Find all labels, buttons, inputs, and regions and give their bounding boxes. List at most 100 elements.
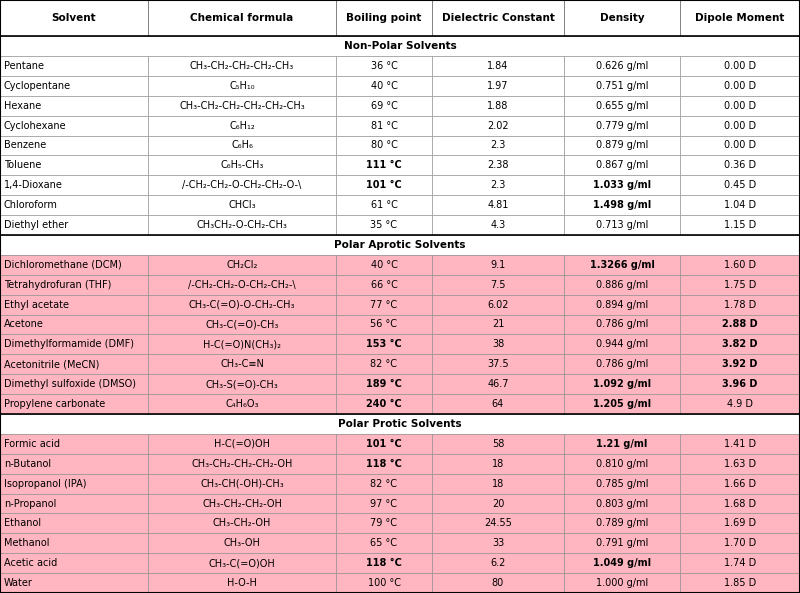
Text: 0.944 g/ml: 0.944 g/ml bbox=[596, 339, 648, 349]
Text: 69 °C: 69 °C bbox=[370, 101, 398, 111]
Bar bbox=[564, 355, 680, 374]
Text: 38: 38 bbox=[492, 339, 504, 349]
Text: 1.70 D: 1.70 D bbox=[724, 538, 756, 549]
Bar bbox=[432, 334, 564, 355]
Bar bbox=[336, 295, 432, 314]
Bar bbox=[148, 394, 336, 414]
Text: C₄H₆O₃: C₄H₆O₃ bbox=[226, 399, 258, 409]
Text: Polar Protic Solvents: Polar Protic Solvents bbox=[338, 419, 462, 429]
Text: 1.205 g/ml: 1.205 g/ml bbox=[593, 399, 651, 409]
Bar bbox=[148, 195, 336, 215]
Text: Tetrahydrofuran (THF): Tetrahydrofuran (THF) bbox=[4, 280, 111, 290]
Bar bbox=[336, 334, 432, 355]
Text: CH₃-CH₂-CH₂-CH₂-CH₂-CH₃: CH₃-CH₂-CH₂-CH₂-CH₂-CH₃ bbox=[179, 101, 305, 111]
Bar bbox=[564, 76, 680, 95]
Bar bbox=[148, 0, 336, 36]
Bar bbox=[564, 295, 680, 314]
Bar bbox=[336, 394, 432, 414]
Text: 0.36 D: 0.36 D bbox=[724, 160, 756, 170]
Text: Chloroform: Chloroform bbox=[4, 200, 58, 210]
Bar bbox=[336, 116, 432, 136]
Bar bbox=[564, 533, 680, 553]
Bar bbox=[680, 434, 800, 454]
Bar bbox=[680, 136, 800, 155]
Text: 1.69 D: 1.69 D bbox=[724, 518, 756, 528]
Bar bbox=[680, 95, 800, 116]
Text: Acetic acid: Acetic acid bbox=[4, 558, 58, 568]
Bar bbox=[336, 573, 432, 593]
Bar bbox=[680, 255, 800, 275]
Text: 4.9 D: 4.9 D bbox=[727, 399, 753, 409]
Text: /-CH₂-CH₂-O-CH₂-CH₂-\: /-CH₂-CH₂-O-CH₂-CH₂-\ bbox=[188, 280, 296, 290]
Bar bbox=[680, 56, 800, 76]
Text: CH₂Cl₂: CH₂Cl₂ bbox=[226, 260, 258, 270]
Text: 3.96 D: 3.96 D bbox=[722, 379, 758, 389]
Text: CH₃-C(=O)-O-CH₂-CH₃: CH₃-C(=O)-O-CH₂-CH₃ bbox=[189, 299, 295, 310]
Text: 0.00 D: 0.00 D bbox=[724, 61, 756, 71]
Text: CH₃-CH₂-OH: CH₃-CH₂-OH bbox=[213, 518, 271, 528]
Bar bbox=[432, 215, 564, 235]
Bar bbox=[564, 394, 680, 414]
Bar bbox=[432, 195, 564, 215]
Bar bbox=[336, 155, 432, 176]
Text: 0.779 g/ml: 0.779 g/ml bbox=[596, 120, 648, 130]
Text: 101 °C: 101 °C bbox=[366, 180, 402, 190]
Bar bbox=[564, 155, 680, 176]
Bar bbox=[148, 514, 336, 533]
Bar bbox=[680, 355, 800, 374]
Bar bbox=[564, 553, 680, 573]
Text: Ethyl acetate: Ethyl acetate bbox=[4, 299, 69, 310]
Bar bbox=[148, 155, 336, 176]
Text: 0.894 g/ml: 0.894 g/ml bbox=[596, 299, 648, 310]
Bar bbox=[0, 573, 148, 593]
Text: 0.789 g/ml: 0.789 g/ml bbox=[596, 518, 648, 528]
Text: Propylene carbonate: Propylene carbonate bbox=[4, 399, 106, 409]
Bar bbox=[0, 235, 800, 255]
Text: 1.15 D: 1.15 D bbox=[724, 220, 756, 230]
Bar bbox=[336, 76, 432, 95]
Bar bbox=[680, 116, 800, 136]
Bar bbox=[680, 155, 800, 176]
Bar bbox=[564, 454, 680, 474]
Bar bbox=[0, 95, 148, 116]
Text: 18: 18 bbox=[492, 479, 504, 489]
Text: 79 °C: 79 °C bbox=[370, 518, 398, 528]
Bar bbox=[564, 493, 680, 514]
Text: 2.88 D: 2.88 D bbox=[722, 320, 758, 330]
Bar bbox=[148, 136, 336, 155]
Text: CH₃-C≡N: CH₃-C≡N bbox=[220, 359, 264, 369]
Text: 0.00 D: 0.00 D bbox=[724, 81, 756, 91]
Text: Non-Polar Solvents: Non-Polar Solvents bbox=[344, 41, 456, 51]
Text: 6.02: 6.02 bbox=[487, 299, 509, 310]
Bar bbox=[680, 493, 800, 514]
Text: 80 °C: 80 °C bbox=[370, 141, 398, 151]
Text: Water: Water bbox=[4, 578, 33, 588]
Text: 1.21 g/ml: 1.21 g/ml bbox=[596, 439, 648, 449]
Bar bbox=[680, 275, 800, 295]
Bar bbox=[336, 553, 432, 573]
Bar bbox=[148, 355, 336, 374]
Bar bbox=[148, 334, 336, 355]
Bar bbox=[336, 195, 432, 215]
Text: 65 °C: 65 °C bbox=[370, 538, 398, 549]
Bar bbox=[336, 275, 432, 295]
Text: 0.886 g/ml: 0.886 g/ml bbox=[596, 280, 648, 290]
Bar bbox=[148, 573, 336, 593]
Bar bbox=[432, 533, 564, 553]
Text: 24.55: 24.55 bbox=[484, 518, 512, 528]
Text: C₆H₁₂: C₆H₁₂ bbox=[229, 120, 255, 130]
Text: 3.82 D: 3.82 D bbox=[722, 339, 758, 349]
Text: 0.810 g/ml: 0.810 g/ml bbox=[596, 459, 648, 469]
Bar bbox=[336, 314, 432, 334]
Bar bbox=[432, 314, 564, 334]
Text: CH₃-CH₂-CH₂-OH: CH₃-CH₂-CH₂-OH bbox=[202, 499, 282, 509]
Text: 1.000 g/ml: 1.000 g/ml bbox=[596, 578, 648, 588]
Bar bbox=[564, 434, 680, 454]
Text: 82 °C: 82 °C bbox=[370, 479, 398, 489]
Text: Formic acid: Formic acid bbox=[4, 439, 60, 449]
Text: 6.2: 6.2 bbox=[490, 558, 506, 568]
Text: 189 °C: 189 °C bbox=[366, 379, 402, 389]
Text: 240 °C: 240 °C bbox=[366, 399, 402, 409]
Text: 100 °C: 100 °C bbox=[367, 578, 401, 588]
Text: Pentane: Pentane bbox=[4, 61, 44, 71]
